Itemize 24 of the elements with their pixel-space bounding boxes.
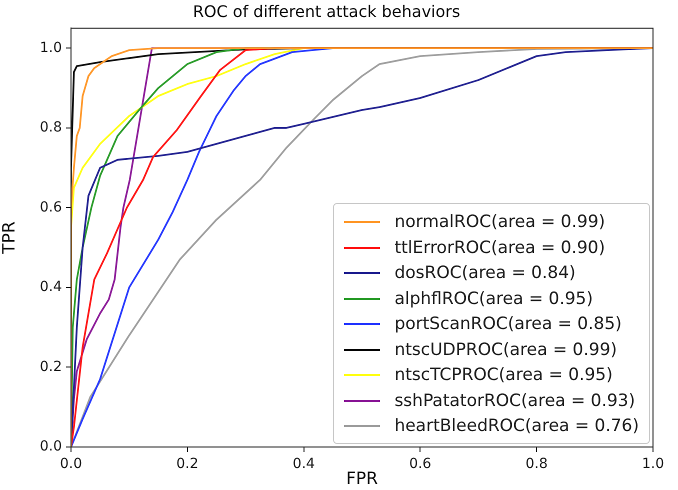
legend-label: normalROC(area = 0.99) <box>394 212 606 232</box>
y-tick-label: 0.4 <box>40 279 62 296</box>
legend-label: ntscTCPROC(area = 0.95) <box>394 365 613 386</box>
y-tick-label: 0.6 <box>40 199 62 216</box>
legend-label: sshPatatorROC(area = 0.93) <box>394 390 636 411</box>
legend-label: portScanROC(area = 0.85) <box>394 314 622 334</box>
chart-title: ROC of different attack behaviors <box>192 2 460 21</box>
x-tick-label: 0.6 <box>409 456 432 472</box>
x-tick-label: 0.4 <box>292 456 316 472</box>
legend-label: ntscUDPROC(area = 0.99) <box>394 340 618 360</box>
y-tick-label: 0.0 <box>40 438 62 455</box>
y-tick-label: 0.2 <box>40 358 62 375</box>
x-tick-label: 0.2 <box>176 456 199 472</box>
legend-label: alphflROC(area = 0.95) <box>394 288 594 309</box>
legend-label: dosROC(area = 0.84) <box>394 263 576 284</box>
x-tick-label: 0.8 <box>525 456 548 472</box>
x-axis-title: FPR <box>346 469 378 490</box>
y-axis-title: TPR <box>0 221 20 255</box>
y-tick-label: 0.8 <box>40 120 62 136</box>
y-tick-label: 1.0 <box>40 40 62 56</box>
x-tick-label: 1.0 <box>642 456 664 472</box>
legend-label: heartBleedROC(area = 0.76) <box>394 416 639 436</box>
legend-label: ttlErrorROC(area = 0.90) <box>394 238 606 258</box>
x-tick-label: 0.0 <box>60 456 82 472</box>
